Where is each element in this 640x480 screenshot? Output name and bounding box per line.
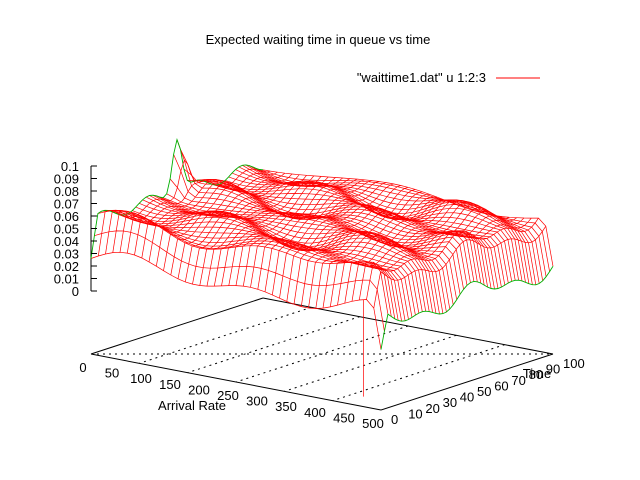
surface-mesh-line — [141, 175, 315, 259]
surface-mesh-line — [329, 207, 503, 307]
surface-mesh-line — [94, 230, 385, 332]
axes — [90, 166, 554, 411]
surface-mesh-line — [366, 217, 539, 300]
floor-grid-line — [284, 334, 457, 392]
floor-grid-line — [332, 344, 505, 402]
x-tick-label: 400 — [304, 405, 326, 420]
z-tick-label: 0.03 — [54, 247, 79, 262]
surface-mesh-line — [97, 159, 271, 257]
surface-mesh-line — [134, 175, 307, 256]
surface-mesh-line — [228, 185, 401, 286]
floor-grid-line — [235, 325, 409, 383]
x-tick-label: 300 — [246, 394, 268, 409]
z-tick-label: 0 — [72, 284, 79, 299]
tick-labels: 00.010.020.030.040.050.060.070.080.090.1… — [54, 159, 585, 431]
x-tick-label: 500 — [362, 416, 384, 431]
z-tick-label: 0.02 — [54, 259, 79, 274]
back-right-axis-line — [262, 297, 554, 355]
y-axis-label: Time — [523, 366, 551, 381]
y-tick-label: 40 — [460, 390, 474, 405]
surface-mesh-line — [300, 199, 474, 307]
y-tick-label: 0 — [391, 412, 398, 427]
legend-label: "waittime1.dat" u 1:2:3 — [357, 70, 486, 85]
chart-title: Expected waiting time in queue vs time — [206, 32, 431, 47]
surface-mesh-line — [337, 210, 510, 306]
z-tick-label: 0.09 — [54, 172, 79, 187]
surface-mesh-line — [264, 196, 438, 292]
surface-mesh-line — [177, 178, 351, 279]
y-axis-line — [380, 353, 554, 411]
x-tick-label: 0 — [79, 360, 86, 375]
surface-mesh-line — [322, 203, 496, 309]
surface-mesh-line — [257, 194, 430, 290]
surface-mesh-line — [90, 251, 382, 350]
surface-mesh-line — [192, 179, 365, 285]
z-tick-label: 0.07 — [54, 197, 79, 212]
surface-mesh — [90, 137, 554, 397]
surface-mesh-line — [271, 198, 445, 295]
z-tick-label: 0.05 — [54, 222, 79, 237]
z-tick-label: 0.1 — [61, 159, 79, 174]
x-tick-label: 100 — [130, 371, 152, 386]
surface-mesh-line — [380, 265, 554, 350]
y-tick-label: 90 — [546, 362, 560, 377]
x-tick-label: 50 — [105, 366, 119, 381]
surface-mesh-line — [105, 171, 278, 255]
surface-mesh-line — [112, 172, 286, 253]
surface-mesh-line — [206, 181, 380, 287]
x-axis-label: Arrival Rate — [158, 398, 226, 413]
floor-grid-line — [187, 316, 360, 374]
x-tick-label: 200 — [188, 382, 210, 397]
x-tick-label: 250 — [217, 388, 239, 403]
floor-grid-line — [139, 306, 312, 364]
y-tick-label: 100 — [563, 356, 585, 371]
y-tick-label: 30 — [443, 395, 457, 410]
surface-mesh-line — [90, 137, 264, 259]
y-tick-label: 80 — [529, 367, 543, 382]
x-axis-line — [90, 353, 382, 411]
z-tick-label: 0.01 — [54, 272, 79, 287]
x-tick-label: 150 — [159, 377, 181, 392]
surface-mesh-line — [135, 206, 427, 312]
back-left-axis-line — [90, 297, 264, 355]
y-tick-label: 20 — [425, 401, 439, 416]
y-tick-label: 50 — [477, 384, 491, 399]
surface-mesh-line — [213, 182, 387, 287]
x-tick-label: 350 — [275, 399, 297, 414]
y-tick-label: 70 — [511, 373, 525, 388]
floor-grid — [91, 306, 553, 402]
y-tick-label: 10 — [408, 406, 422, 421]
legend: "waittime1.dat" u 1:2:3 — [357, 70, 540, 85]
x-tick-label: 450 — [333, 410, 355, 425]
z-tick-label: 0.08 — [54, 184, 79, 199]
z-tick-label: 0.04 — [54, 234, 79, 249]
z-tick-label: 0.06 — [54, 209, 79, 224]
surface-mesh-line — [119, 173, 293, 253]
surface-mesh-line — [358, 217, 532, 301]
y-tick-label: 60 — [494, 378, 508, 393]
surface-mesh-line — [184, 178, 358, 282]
surface-mesh-line — [373, 226, 547, 309]
